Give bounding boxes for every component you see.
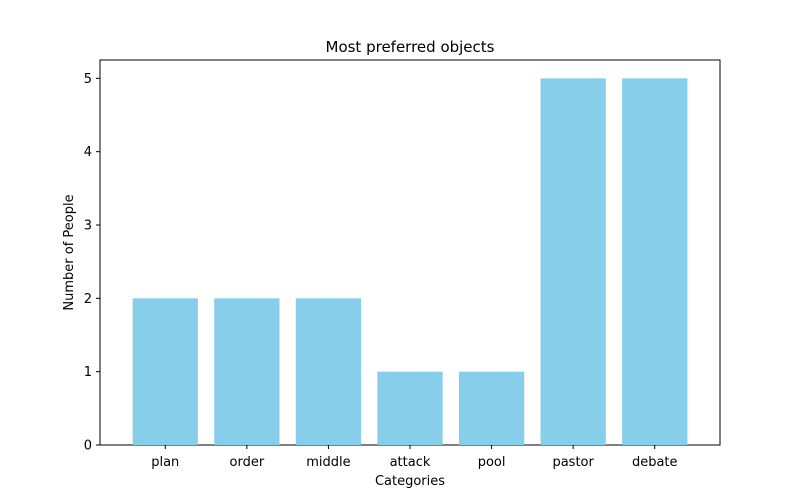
x-axis-ticks: plan order middle attack pool pastor debate [151, 445, 678, 470]
bar-plan [132, 298, 198, 445]
y-tick-label: 2 [84, 292, 92, 307]
bar-debate [622, 78, 688, 445]
bars-group [132, 78, 688, 445]
y-tick-label: 5 [84, 72, 92, 87]
y-tick-label: 3 [84, 219, 92, 234]
y-tick-label: 1 [84, 365, 92, 380]
y-axis-ticks: 0 1 2 3 4 5 [84, 72, 100, 454]
y-tick-label: 4 [84, 145, 92, 160]
y-axis-label: Number of People [62, 194, 77, 310]
x-tick-label: attack [390, 455, 431, 470]
x-tick-label: pastor [552, 455, 594, 470]
bar-attack [377, 371, 443, 445]
x-tick-label: order [230, 455, 265, 470]
bar-order [214, 298, 280, 445]
bar-pool [458, 371, 525, 445]
x-tick-label: pool [478, 455, 506, 470]
chart-title: Most preferred objects [326, 38, 495, 56]
x-tick-label: plan [151, 455, 179, 470]
y-tick-label: 0 [84, 439, 92, 454]
bar-pastor [540, 78, 606, 445]
x-axis-label: Categories [375, 474, 445, 489]
x-tick-label: debate [632, 455, 678, 470]
bar-middle [295, 298, 362, 445]
x-tick-label: middle [306, 455, 350, 470]
